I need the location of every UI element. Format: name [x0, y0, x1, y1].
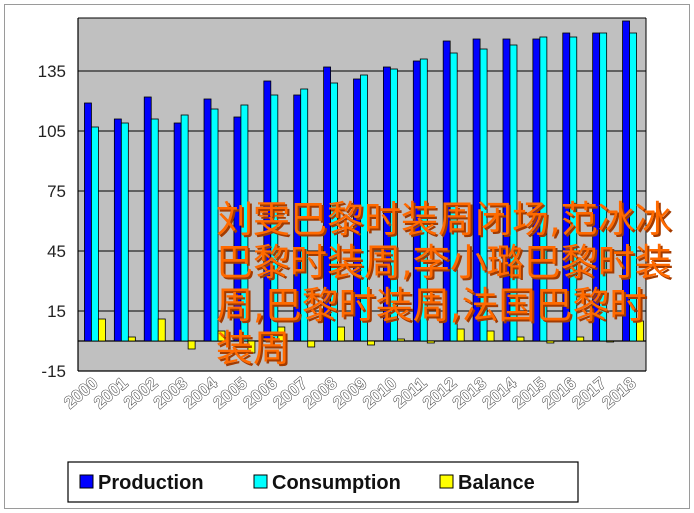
consumption-bar	[330, 82, 339, 342]
balance-bar	[98, 318, 106, 342]
consumption-bar	[389, 68, 398, 342]
production-bar	[412, 60, 421, 342]
x-tick-label: 2018	[598, 374, 639, 413]
consumption-bar	[479, 48, 488, 342]
production-bar	[562, 32, 571, 342]
y-tick-label: 105	[38, 122, 66, 141]
consumption-bar	[629, 32, 637, 342]
balance-bar	[247, 340, 256, 354]
consumption-bar	[360, 74, 368, 342]
balance-bar	[426, 340, 435, 344]
y-tick-label: -15	[41, 362, 66, 381]
balance-bar	[636, 320, 644, 342]
consumption-bar	[120, 122, 129, 342]
y-tick-label: 75	[47, 182, 66, 201]
balance-bar	[337, 326, 346, 342]
balance-bar	[576, 336, 585, 342]
production-bar	[472, 38, 481, 342]
consumption-bar	[569, 36, 578, 342]
production-bar	[442, 40, 451, 342]
legend-box	[67, 461, 579, 503]
balance-bar	[307, 340, 316, 348]
legend-swatch-consumption	[253, 474, 268, 489]
production-bar	[113, 118, 122, 342]
production-bar	[502, 38, 511, 342]
production-bar	[173, 122, 182, 342]
production-bar	[293, 94, 302, 342]
y-tick-label: 135	[38, 62, 66, 81]
balance-bar	[367, 340, 375, 346]
balance-bar	[486, 330, 495, 342]
production-bar	[382, 66, 391, 342]
production-bar	[233, 116, 242, 342]
balance-bar	[516, 336, 525, 342]
balance-bar	[127, 336, 136, 342]
legend-label-consumption: Consumption	[272, 472, 401, 494]
consumption-bar	[91, 126, 99, 342]
production-bar	[203, 98, 212, 342]
production-bar	[353, 78, 361, 342]
production-bar	[143, 96, 152, 342]
consumption-bar	[539, 36, 548, 342]
consumption-bar	[210, 108, 219, 342]
consumption-bar	[240, 104, 249, 342]
consumption-bar	[270, 94, 279, 342]
production-bar	[263, 80, 272, 342]
balance-bar	[157, 318, 166, 342]
consumption-bar	[449, 52, 458, 342]
production-bar	[622, 20, 630, 342]
consumption-bar	[509, 44, 518, 342]
balance-bar	[606, 340, 615, 343]
legend-label-production: Production	[98, 472, 204, 494]
production-bar	[323, 66, 332, 342]
y-tick-label: 15	[47, 302, 66, 321]
balance-bar	[217, 330, 226, 342]
consumption-bar	[180, 114, 189, 342]
legend-swatch-balance	[439, 474, 454, 489]
y-tick-label: 45	[47, 242, 66, 261]
production-bar	[532, 38, 541, 342]
legend: Production Consumption Balance	[67, 461, 579, 503]
consumption-bar	[150, 118, 159, 342]
production-bar	[592, 32, 601, 342]
balance-bar	[396, 338, 405, 342]
balance-bar	[187, 340, 196, 350]
consumption-bar	[419, 58, 428, 342]
consumption-bar	[599, 32, 608, 342]
plot-area: -151545751051352000200120022003200420052…	[38, 17, 647, 413]
legend-swatch-production	[79, 474, 94, 489]
consumption-bar	[300, 88, 309, 342]
balance-bar	[456, 328, 465, 342]
balance-bar	[277, 326, 286, 342]
legend-label-balance: Balance	[458, 472, 535, 494]
balance-bar	[546, 340, 555, 344]
production-bar	[84, 102, 92, 342]
